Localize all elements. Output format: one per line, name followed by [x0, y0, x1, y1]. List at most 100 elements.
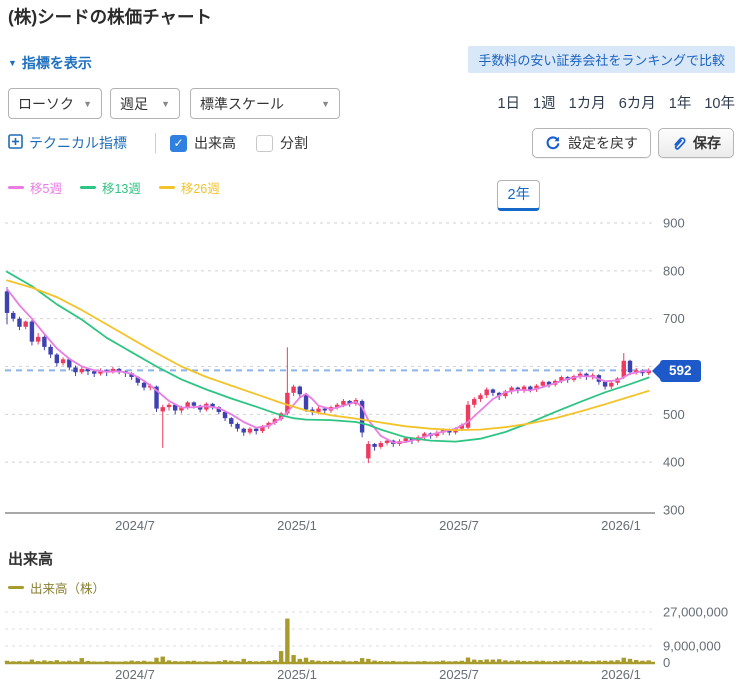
range-tab-1年[interactable]: 1年 [668, 96, 692, 112]
unchecked-checkbox-icon [256, 134, 273, 152]
candle-body [341, 400, 346, 405]
volume-bar [559, 660, 564, 663]
promo-banner-link[interactable]: 手数料の安い証券会社をランキングで比較 [468, 46, 735, 73]
y-axis-label: 400 [663, 455, 685, 470]
checkbox-出来高[interactable]: ✓ 出来高 [170, 133, 236, 153]
candle-body [92, 371, 97, 374]
candle-body [210, 403, 215, 408]
legend-label: 出来高（株） [30, 582, 106, 596]
candle-body [197, 405, 203, 410]
volume-bar [621, 657, 626, 663]
current-price-badge: 592 [660, 360, 701, 382]
technical-indicator-link[interactable]: テクニカル指標 [8, 133, 127, 153]
technical-indicator-label: テクニカル指標 [29, 135, 127, 151]
x-axis-label: 2024/7 [115, 667, 155, 682]
candle-body [141, 382, 147, 388]
volume-bar [577, 660, 583, 663]
volume-bar [303, 657, 309, 663]
volume-bar [154, 657, 159, 663]
volume-bar [472, 659, 477, 663]
volume-bar [278, 651, 284, 663]
candle-body [129, 373, 134, 378]
volume-bar [627, 658, 633, 663]
candle-body [191, 402, 197, 406]
legend-swatch-icon [79, 186, 96, 189]
candle-body [4, 291, 10, 313]
candle-body [503, 391, 508, 397]
y-axis-label: 500 [663, 407, 685, 422]
candle-body [347, 400, 352, 404]
range-tab-10年[interactable]: 10年 [704, 96, 735, 112]
range-tab-2年[interactable]: 2年 [497, 180, 541, 211]
select-interval[interactable]: 週足 ▼ [110, 88, 180, 119]
candle-body [310, 409, 315, 412]
select-scale[interactable]: 標準スケール ▼ [190, 88, 340, 119]
volume-bar [129, 660, 134, 663]
candle-body [409, 438, 415, 441]
time-range-tabs: 1日 1週 1カ月 6カ月 1年 2年 10年 [497, 92, 735, 211]
range-tab-1カ月[interactable]: 1カ月 [568, 96, 606, 112]
select-value: ローソク [18, 95, 74, 112]
candle-body [278, 413, 284, 420]
select-chart-type[interactable]: ローソク ▼ [8, 88, 102, 119]
triangle-down-icon: ▼ [8, 57, 17, 68]
y-axis-label: 27,000,000 [663, 604, 728, 619]
candle-body [403, 438, 408, 442]
volume-chart[interactable]: 0 9,000,000 27,000,000 2024/7 2025/1 2025/7 20… [0, 595, 739, 692]
candle-body [621, 360, 626, 378]
candle-body [602, 381, 608, 387]
candle-body [291, 386, 296, 393]
candle-body [42, 336, 47, 347]
save-button[interactable]: 保存 [658, 128, 734, 158]
volume-bar [565, 659, 570, 663]
candle-body [154, 386, 159, 409]
reset-settings-button[interactable]: 設定を戻す [532, 128, 651, 158]
candle-body [509, 387, 514, 392]
moving-average-legend: 移5週 移13週 移26週 [8, 178, 220, 197]
candle-body [490, 389, 496, 393]
range-tab-1日[interactable]: 1日 [497, 96, 521, 112]
candle-body [465, 404, 471, 428]
candle-body [173, 404, 178, 411]
volume-bar [490, 659, 496, 663]
candle-body [85, 368, 91, 372]
volume-bar [42, 660, 47, 663]
candle-body [23, 321, 28, 327]
indicator-toggle-link[interactable]: ▼ 指標を表示 [8, 53, 92, 73]
chevron-down-icon: ▼ [321, 98, 330, 109]
volume-bar [484, 659, 489, 663]
candle-body [540, 381, 545, 386]
volume-bar [515, 660, 521, 663]
candle-body [534, 385, 539, 390]
candle-body [11, 312, 16, 319]
save-label: 保存 [693, 135, 721, 151]
volume-section-heading: 出来高 [8, 551, 54, 568]
candle-body [372, 443, 377, 447]
volume-bar [166, 660, 172, 663]
x-axis-label: 2025/7 [439, 518, 479, 533]
candle-body [160, 407, 165, 412]
candle-body [478, 395, 483, 400]
candle-body [366, 443, 371, 459]
volume-bar [503, 660, 508, 663]
checked-checkbox-icon: ✓ [170, 134, 187, 152]
candle-body [472, 399, 477, 405]
volume-bar [241, 658, 246, 663]
candle-body [378, 443, 383, 447]
range-tab-6カ月[interactable]: 6カ月 [618, 96, 656, 112]
candle-body [247, 428, 253, 433]
legend-item: 移13週 [79, 178, 141, 197]
volume-bar [272, 660, 278, 663]
candle-body [116, 368, 122, 372]
candle-body [135, 377, 141, 383]
volume-bar [341, 660, 346, 663]
chevron-down-icon: ▼ [161, 98, 170, 109]
volume-bar [372, 660, 377, 663]
price-chart[interactable]: 3004005006007008009002024/72025/12025/72… [0, 200, 739, 545]
legend-item: 出来高（株） [8, 578, 105, 597]
checkbox-分割[interactable]: 分割 [256, 133, 308, 153]
volume-bar [359, 658, 365, 663]
range-tab-1週[interactable]: 1週 [533, 96, 556, 112]
candle-body [297, 386, 303, 395]
y-axis-label: 300 [663, 503, 685, 518]
